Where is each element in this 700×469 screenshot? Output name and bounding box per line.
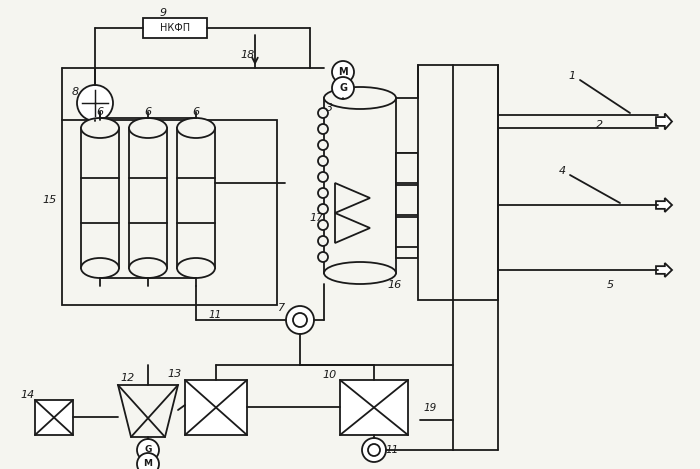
Text: 15: 15 <box>43 195 57 205</box>
Circle shape <box>318 252 328 262</box>
Text: 2: 2 <box>596 120 603 130</box>
Text: 6: 6 <box>97 107 104 117</box>
Text: G: G <box>144 446 152 454</box>
Text: 14: 14 <box>21 390 35 400</box>
Circle shape <box>318 124 328 134</box>
Text: 8: 8 <box>71 87 78 97</box>
Text: 6: 6 <box>193 107 200 117</box>
Circle shape <box>318 204 328 214</box>
Circle shape <box>318 140 328 150</box>
Text: 16: 16 <box>388 280 402 290</box>
Bar <box>418 65 498 300</box>
Ellipse shape <box>81 258 119 278</box>
Text: 13: 13 <box>168 369 182 379</box>
Bar <box>185 380 247 435</box>
Ellipse shape <box>129 118 167 138</box>
Circle shape <box>77 85 113 121</box>
Ellipse shape <box>177 258 215 278</box>
Text: 9: 9 <box>160 8 167 18</box>
Polygon shape <box>118 385 178 437</box>
Bar <box>396 153 418 183</box>
Text: 10: 10 <box>323 370 337 380</box>
Polygon shape <box>335 213 370 243</box>
Text: 3: 3 <box>326 103 334 113</box>
Bar <box>143 18 207 38</box>
Bar <box>129 128 167 268</box>
Text: 11: 11 <box>209 310 222 320</box>
Circle shape <box>332 77 354 99</box>
Circle shape <box>368 444 380 456</box>
Ellipse shape <box>81 118 119 138</box>
Text: G: G <box>339 83 347 93</box>
Bar <box>396 185 418 215</box>
Circle shape <box>137 439 159 461</box>
Ellipse shape <box>324 87 396 109</box>
Text: 18: 18 <box>241 50 255 60</box>
Circle shape <box>362 438 386 462</box>
Text: M: M <box>144 460 153 469</box>
Text: 17: 17 <box>310 213 324 223</box>
Bar <box>81 128 119 268</box>
Bar <box>324 98 396 273</box>
Circle shape <box>286 306 314 334</box>
Polygon shape <box>656 198 672 212</box>
Polygon shape <box>656 263 672 277</box>
Circle shape <box>137 453 159 469</box>
Ellipse shape <box>177 118 215 138</box>
Text: 11: 11 <box>386 445 398 455</box>
Ellipse shape <box>324 262 396 284</box>
Bar <box>396 153 418 258</box>
Circle shape <box>318 156 328 166</box>
Text: 12: 12 <box>121 373 135 383</box>
Text: 7: 7 <box>279 303 286 313</box>
Polygon shape <box>656 113 672 129</box>
Circle shape <box>318 108 328 118</box>
Bar <box>35 400 73 435</box>
Bar <box>177 128 215 268</box>
Text: 5: 5 <box>606 280 614 290</box>
Text: 6: 6 <box>144 107 152 117</box>
Bar <box>340 380 408 435</box>
Circle shape <box>332 61 354 83</box>
Polygon shape <box>335 183 370 213</box>
Text: M: M <box>338 67 348 77</box>
Bar <box>396 217 418 247</box>
Circle shape <box>318 172 328 182</box>
Text: 1: 1 <box>568 71 575 81</box>
Bar <box>62 120 277 305</box>
Text: 4: 4 <box>559 166 566 176</box>
Ellipse shape <box>129 258 167 278</box>
Circle shape <box>318 188 328 198</box>
Text: НКФП: НКФП <box>160 23 190 33</box>
Text: 19: 19 <box>424 403 437 413</box>
Circle shape <box>318 236 328 246</box>
Circle shape <box>318 220 328 230</box>
Circle shape <box>293 313 307 327</box>
